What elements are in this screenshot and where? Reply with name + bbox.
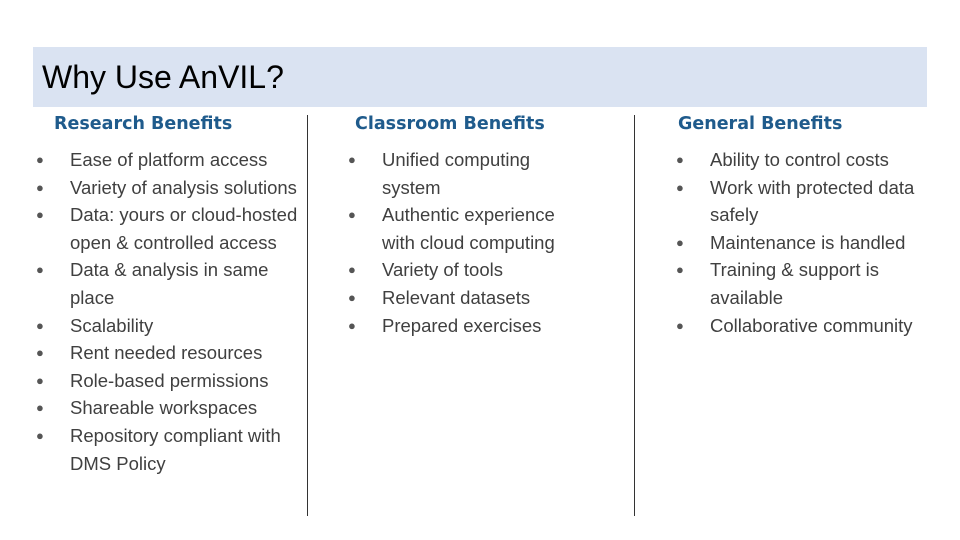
bullet-icon: ● [348,207,356,223]
list-item: ● Maintenance is handled [676,229,938,257]
list-item: ● Collaborative community [676,312,938,340]
list-item: ● Shareable workspaces [36,394,300,422]
general-benefits-heading: General Benefits [678,114,843,134]
list-item: ● Scalability [36,312,300,340]
bullet-icon: ● [36,372,44,388]
list-item: ● Variety of analysis solutions [36,174,300,202]
title-bar: Why Use AnVIL? [33,47,927,107]
list-item: ● Unified computing system [348,146,582,201]
list-item: ● Prepared exercises [348,312,582,340]
bullet-icon: ● [348,289,356,305]
bullet-icon: ● [36,152,44,167]
bullet-icon: ● [36,400,44,416]
bullet-icon: ● [676,179,684,195]
bullet-icon: ● [348,152,356,167]
list-item: ● Data: yours or cloud-hosted open & cont… [36,201,300,256]
list-item: ● Rent needed resources [36,339,300,367]
general-benefits-list: ● Ability to control costs ● Work with pro… [676,146,938,340]
bullet-icon: ● [676,234,684,250]
slide-title: Why Use AnVIL? [42,59,284,95]
list-item: ● Ease of platform access [36,146,300,174]
list-item: ● Role-based permissions [36,367,300,395]
list-item: ● Variety of tools [348,256,582,284]
research-benefits-heading: Research Benefits [54,114,233,134]
bullet-icon: ● [36,179,44,195]
bullet-icon: ● [36,427,44,443]
research-benefits-list: ● Ease of platform access ● Variety of ana… [36,146,300,477]
list-item: ● Ability to control costs [676,146,938,174]
list-item: ● Work with protected data safely [676,174,938,229]
list-item: ● Relevant datasets [348,284,582,312]
bullet-icon: ● [676,317,684,333]
column-divider [634,115,635,516]
bullet-icon: ● [676,152,684,167]
bullet-icon: ● [36,317,44,333]
list-item: ● Training & support is available [676,256,938,311]
list-item: ● Repository compliant with DMS Policy [36,422,300,477]
column-divider [307,115,308,516]
bullet-icon: ● [36,262,44,278]
bullet-icon: ● [36,207,44,223]
list-item: ● Authentic experience with cloud computi… [348,201,582,256]
bullet-icon: ● [348,262,356,278]
bullet-icon: ● [36,345,44,361]
bullet-icon: ● [348,317,356,333]
list-item: ● Data & analysis in same place [36,256,300,311]
classroom-benefits-list: ● Unified computing system ● Authentic exp… [348,146,582,340]
bullet-icon: ● [676,262,684,278]
classroom-benefits-heading: Classroom Benefits [355,114,545,134]
